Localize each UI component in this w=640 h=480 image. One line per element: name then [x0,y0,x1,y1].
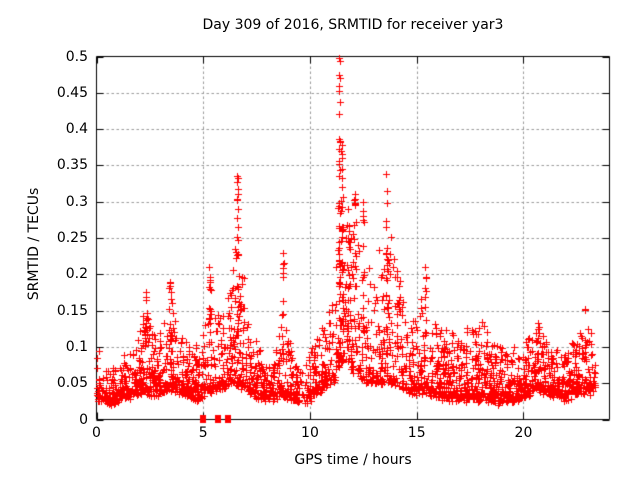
y-tick-label: 0.5 [65,48,88,65]
y-tick-label: 0.35 [56,157,88,174]
x-tick-label: 20 [514,425,533,441]
x-tick-label: 10 [301,425,319,441]
x-tick-label: 5 [198,425,208,441]
y-tick-label: 0.3 [65,193,88,210]
x-tick-label: 0 [92,425,101,441]
x-tick-label: 15 [407,425,426,441]
x-axis-title: GPS time / hours [294,452,412,468]
y-tick-label: 0.15 [56,302,88,319]
chart-title: Day 309 of 2016, SRMTID for receiver yar… [202,17,504,33]
y-tick-label: 0.4 [65,121,88,138]
y-tick-label: 0.45 [56,84,88,101]
y-tick-label: 0 [79,411,88,428]
y-tick-label: 0.2 [65,266,88,283]
y-tick-label: 0.05 [56,375,88,392]
y-tick-label: 0.1 [65,338,88,355]
y-tick-label: 0.25 [56,230,88,246]
